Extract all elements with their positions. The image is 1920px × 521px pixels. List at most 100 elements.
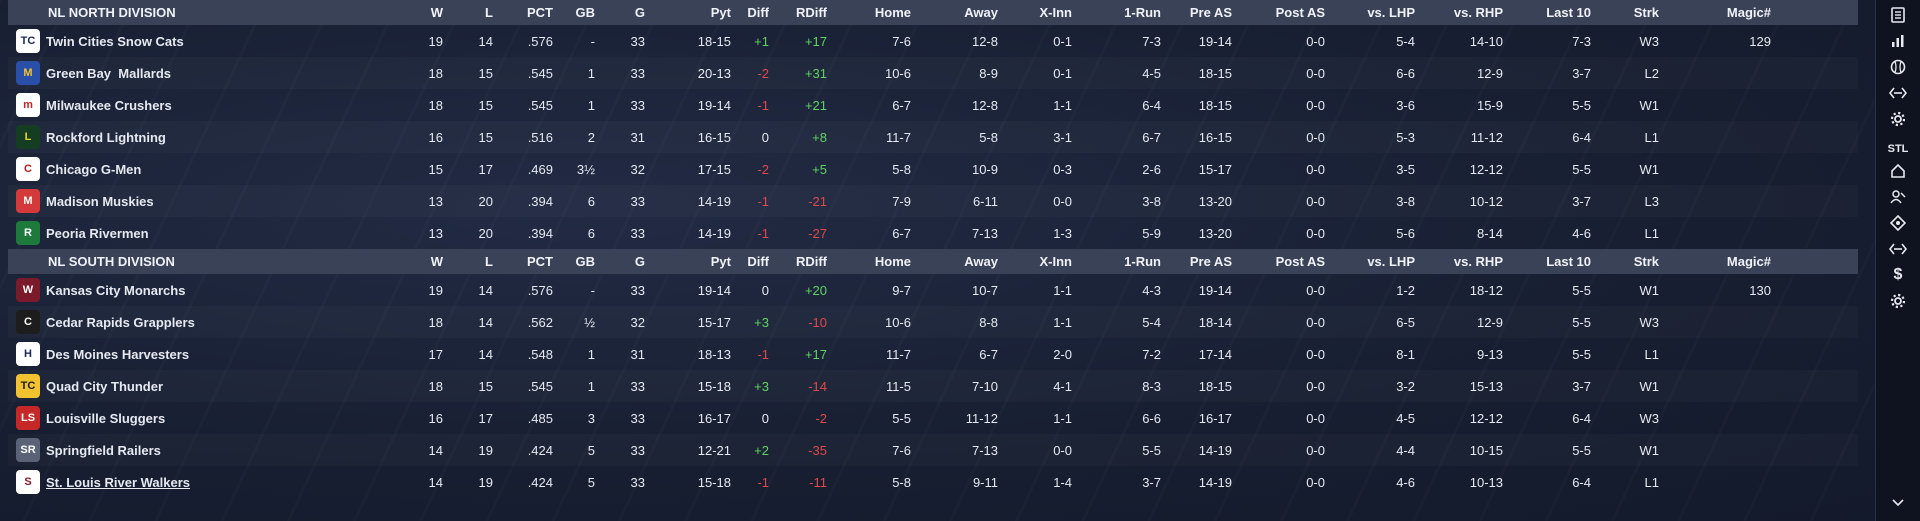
finances-icon[interactable]: $ [1893, 266, 1903, 283]
team-cell[interactable]: TC Twin Cities Snow Cats [8, 29, 308, 53]
team-name-link[interactable]: St. Louis River Walkers [46, 474, 191, 490]
team-cell[interactable]: m Milwaukee Crushers [8, 93, 308, 117]
stat-vslhp: 4-5 [1396, 410, 1415, 426]
column-header[interactable]: RDiff [795, 254, 827, 269]
column-header[interactable]: Pre AS [1189, 5, 1232, 20]
column-header[interactable]: Post AS [1275, 5, 1325, 20]
column-header[interactable]: 1-Run [1124, 254, 1161, 269]
column-header[interactable]: L [485, 5, 493, 20]
column-header[interactable]: 1-Run [1124, 5, 1161, 20]
team-cell[interactable]: TC Quad City Thunder [8, 374, 308, 398]
team-cell[interactable]: C Chicago G-Men [8, 157, 308, 181]
column-header[interactable]: Last 10 [1546, 254, 1591, 269]
column-header[interactable]: L [485, 254, 493, 269]
team-name[interactable]: Quad City Thunder [46, 378, 163, 394]
column-header[interactable]: vs. LHP [1367, 5, 1415, 20]
team-row[interactable]: L Rockford Lightning 16 15 .516 2 31 16-15 0 +8 11… [8, 121, 1858, 153]
team-row[interactable]: H Des Moines Harvesters 17 14 .548 1 31 18-13 -1… [8, 338, 1858, 370]
stat-vslhp: 5-4 [1396, 33, 1415, 49]
stat-pyt: 14-19 [697, 225, 731, 241]
team-name[interactable]: Rockford Lightning [46, 129, 166, 145]
column-header[interactable]: Diff [747, 5, 769, 20]
column-header[interactable]: Post AS [1275, 254, 1325, 269]
settings-icon[interactable] [1884, 108, 1912, 130]
column-header[interactable]: G [634, 254, 645, 269]
team-name[interactable]: Cedar Rapids Grapplers [46, 314, 195, 330]
team-name[interactable]: Des Moines Harvesters [46, 346, 190, 362]
transactions-icon[interactable] [1884, 82, 1912, 104]
team-row[interactable]: M Green Bay Mallards 18 15 .545 1 33 20-13 -2 +31… [8, 57, 1858, 89]
team-row[interactable]: SR Springfield Railers 14 19 .424 5 33 12-21 +2 -… [8, 434, 1858, 466]
team-row[interactable]: W Kansas City Monarchs 19 14 .576 - 33 19-14 0 +2… [8, 274, 1858, 306]
team-row[interactable]: LS Louisville Sluggers 16 17.485 3 33 16-17 0 -2… [8, 402, 1858, 434]
team-row[interactable]: TC Quad City Thunder 18 15 .545 1 33 15-18 +3 -14… [8, 370, 1858, 402]
team-cell[interactable]: M Madison Muskies [8, 189, 308, 213]
column-header[interactable]: W [430, 254, 443, 269]
team-cell[interactable]: W Kansas City Monarchs [8, 278, 308, 302]
column-header[interactable]: Home [874, 254, 911, 269]
team-row[interactable]: R Peoria Rivermen 13 20 .394 6 33 14-19 -1 -27 6-7… [8, 217, 1858, 249]
column-header[interactable]: Pre AS [1189, 254, 1232, 269]
column-header[interactable]: X-Inn [1039, 254, 1073, 269]
trade-icon[interactable] [1884, 238, 1912, 260]
team-cell[interactable]: LS Louisville Sluggers [8, 406, 308, 430]
team-row[interactable]: TC Twin Cities Snow Cats 19 14 .576 - 33 18-15 +… [8, 25, 1858, 57]
team-name[interactable]: Springfield Railers [46, 442, 161, 458]
team-cell[interactable]: S St. Louis River Walkers [8, 470, 308, 494]
column-header[interactable]: vs. LHP [1367, 254, 1415, 269]
column-header[interactable]: Pyt [710, 5, 731, 20]
stat-preas: 15-17 [1198, 161, 1232, 177]
team-name[interactable]: Milwaukee Crushers [46, 97, 172, 113]
column-header[interactable]: Pyt [710, 254, 731, 269]
team-abbr[interactable]: STL [1887, 143, 1909, 155]
column-header[interactable]: Home [874, 5, 911, 20]
team-row[interactable]: C Chicago G-Men 15 17 .469 3½ 32 17-15 -2 +5 5-8 10… [8, 153, 1858, 185]
column-header[interactable]: G [634, 5, 645, 20]
team-cell[interactable]: SR Springfield Railers [8, 438, 308, 462]
column-header[interactable]: Away [964, 5, 998, 20]
team-cell[interactable]: H Des Moines Harvesters [8, 342, 308, 366]
team-row[interactable]: S St. Louis River Walkers 14 19 .424 5 33 15-18… [8, 466, 1858, 498]
team-cell[interactable]: R Peoria Rivermen [8, 221, 308, 245]
column-header[interactable]: GB [575, 254, 596, 269]
chevron-down-icon[interactable] [1884, 492, 1912, 514]
column-header[interactable]: vs. RHP [1453, 254, 1503, 269]
team-name[interactable]: Kansas City Monarchs [46, 282, 186, 298]
gear-icon[interactable] [1884, 290, 1912, 312]
column-header[interactable]: PCT [527, 254, 553, 269]
team-name[interactable]: Peoria Rivermen [46, 225, 149, 241]
team-name[interactable]: Twin Cities Snow Cats [46, 33, 184, 49]
stat-w: 14 [428, 442, 443, 458]
team-name[interactable]: Madison Muskies [46, 193, 154, 209]
team-cell[interactable]: L Rockford Lightning [8, 125, 308, 149]
column-header[interactable]: PCT [527, 5, 553, 20]
home-icon[interactable] [1884, 160, 1912, 182]
column-header[interactable]: RDiff [795, 5, 827, 20]
stat-vsrhp: 10-13 [1469, 474, 1503, 490]
team-row[interactable]: M Madison Muskies 13 20 .394 6 33 14-19 -1 -21 7-9… [8, 185, 1858, 217]
team-cell[interactable]: C Cedar Rapids Grapplers [8, 310, 308, 334]
team-cell[interactable]: M Green Bay Mallards [8, 61, 308, 85]
team-name[interactable]: Chicago G-Men [46, 161, 142, 177]
list-icon[interactable] [1884, 4, 1912, 26]
column-header[interactable]: GB [575, 5, 596, 20]
team-row[interactable]: C Cedar Rapids Grapplers 18 14 .562 ½ 32 15-17 +… [8, 306, 1858, 338]
scout-icon[interactable] [1884, 186, 1912, 208]
column-header[interactable]: Last 10 [1546, 5, 1591, 20]
team-name[interactable]: Green Bay Mallards [46, 65, 171, 81]
column-header[interactable]: Strk [1633, 5, 1659, 20]
team-name[interactable]: Louisville Sluggers [46, 410, 166, 426]
baseball-icon[interactable] [1884, 56, 1912, 78]
column-header[interactable]: X-Inn [1039, 5, 1073, 20]
stat-pct: .424 [527, 442, 553, 458]
column-header[interactable]: Magic# [1726, 5, 1771, 20]
column-header[interactable]: Magic# [1726, 254, 1771, 269]
bar-chart-icon[interactable] [1884, 30, 1912, 52]
team-row[interactable]: m Milwaukee Crushers 18 15 .545 1 33 19-14 -1 +21… [8, 89, 1858, 121]
column-header[interactable]: vs. RHP [1453, 5, 1503, 20]
column-header[interactable]: W [430, 5, 443, 20]
column-header[interactable]: Diff [747, 254, 769, 269]
column-header[interactable]: Away [964, 254, 998, 269]
column-header[interactable]: Strk [1633, 254, 1659, 269]
diamond-icon[interactable] [1884, 212, 1912, 234]
